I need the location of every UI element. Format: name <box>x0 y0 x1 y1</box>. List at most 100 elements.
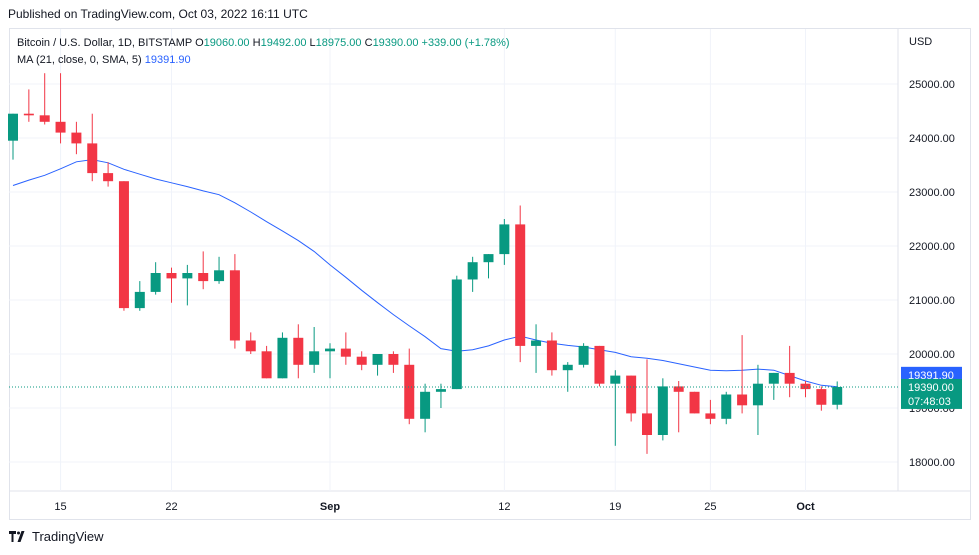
candle-body <box>546 340 557 371</box>
candle <box>404 348 415 425</box>
candle <box>372 354 383 376</box>
candle <box>214 256 225 284</box>
candle-body <box>150 273 161 292</box>
candle <box>499 219 510 265</box>
candle-body <box>118 181 129 309</box>
candle-body <box>23 113 34 116</box>
candle <box>118 181 129 311</box>
price-badge-bg <box>901 378 962 409</box>
price-tick-label: 22000.00 <box>909 241 955 253</box>
candle-body <box>800 383 811 390</box>
candle <box>388 351 399 373</box>
candle-body <box>198 273 209 282</box>
candle-body <box>166 273 177 279</box>
legend-symbol: Bitcoin / U.S. Dollar, 1D, BITSTAMP <box>17 37 193 49</box>
candle <box>626 375 637 422</box>
price-badge-value: 19390.00 <box>908 382 954 394</box>
legend-high-label: H <box>252 37 261 49</box>
candle <box>816 386 827 411</box>
grid <box>9 29 970 492</box>
price-tick-label: 21000.00 <box>909 295 955 307</box>
candle <box>832 381 843 410</box>
candle-body <box>784 372 795 384</box>
time-axis[interactable]: 15 22 Sep 12 19 25 Oct <box>54 501 815 513</box>
candle <box>483 254 494 279</box>
footer-brand[interactable]: TradingView <box>9 529 104 544</box>
candle-body <box>562 364 573 371</box>
price-tick-label: 25000.00 <box>909 79 955 91</box>
legend-low-label: L <box>309 37 316 49</box>
candle <box>642 359 652 454</box>
legend-ma-label: MA (21, close, 0, SMA, 5) <box>17 54 142 66</box>
candle-body <box>214 270 225 282</box>
candle <box>198 251 209 290</box>
candle <box>467 256 478 292</box>
candle-body <box>752 383 763 406</box>
price-axis[interactable]: 25000.00 24000.00 23000.00 22000.00 21000.00… <box>909 36 955 469</box>
candle <box>721 391 732 425</box>
candle-body <box>261 351 272 379</box>
candle-body <box>372 354 383 365</box>
candle <box>8 113 18 160</box>
legend-open-label: O <box>195 37 204 49</box>
chart-frame[interactable] <box>9 28 971 520</box>
candle-body <box>388 354 399 365</box>
candle <box>435 383 446 408</box>
price-tick-label: 23000.00 <box>909 187 955 199</box>
candle-body <box>816 389 827 405</box>
candle <box>673 381 684 433</box>
legend-ma-row[interactable]: MA (21, close, 0, SMA, 5) 19391.90 <box>17 52 510 69</box>
tradingview-logo-icon <box>9 531 25 542</box>
candle-body <box>657 386 668 435</box>
price-tick-label: 18000.00 <box>909 457 955 469</box>
candle-body <box>55 121 66 133</box>
candle <box>277 332 288 379</box>
candle-body <box>531 340 542 346</box>
candle-body <box>451 279 462 390</box>
candle <box>800 381 811 398</box>
time-tick-label: 12 <box>498 501 510 513</box>
time-tick-label: 25 <box>704 501 716 513</box>
candle <box>245 332 256 354</box>
candle-body <box>689 391 700 414</box>
candle-body <box>737 394 748 406</box>
candle-body <box>499 224 510 255</box>
price-tick-label: 24000.00 <box>909 133 955 145</box>
candle <box>325 343 335 379</box>
countdown-badge-value: 07:48:03 <box>908 396 951 408</box>
candle <box>340 332 351 365</box>
candle <box>594 345 605 387</box>
candle <box>356 351 367 371</box>
ma-line <box>12 159 838 388</box>
ma-badge-value: 19391.90 <box>908 370 954 382</box>
candle <box>150 262 161 295</box>
time-tick-label: 19 <box>609 501 621 513</box>
candle-body <box>626 375 637 414</box>
candle <box>752 364 763 435</box>
legend-change: +339.00 (+1.78%) <box>421 37 510 49</box>
candle-body <box>293 337 304 365</box>
legend-close: 19390.00 <box>372 37 419 49</box>
candle-body <box>182 273 193 279</box>
candle-body <box>309 351 320 365</box>
chart-legend: Bitcoin / U.S. Dollar, 1D, BITSTAMP O190… <box>17 35 510 69</box>
candle <box>768 372 779 400</box>
candle <box>420 383 431 433</box>
candle <box>166 267 177 303</box>
candle <box>134 281 145 311</box>
legend-open: 19060.00 <box>203 37 250 49</box>
candle-body <box>277 337 288 379</box>
legend-low: 18975.00 <box>315 37 362 49</box>
time-tick-label: Sep <box>320 501 340 513</box>
candle-body <box>705 413 716 419</box>
candle-body <box>610 375 621 384</box>
candle <box>737 335 748 414</box>
candle-body <box>229 270 240 341</box>
currency-label: USD <box>909 36 932 48</box>
candle-body <box>134 291 145 309</box>
candle-body <box>768 372 779 384</box>
candle-body <box>435 389 446 392</box>
price-tick-label: 20000.00 <box>909 349 955 361</box>
